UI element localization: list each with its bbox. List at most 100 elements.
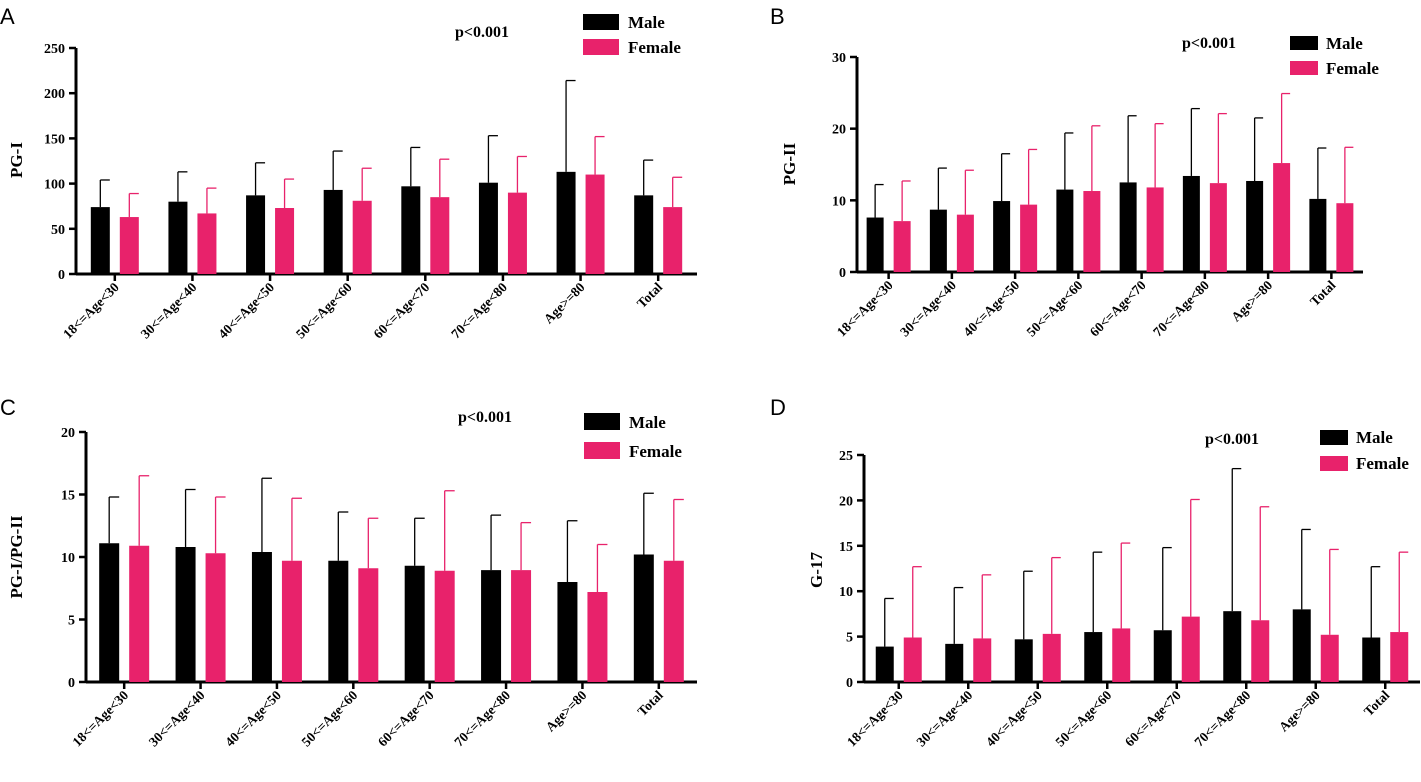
legend-label-male-a: Male: [628, 13, 665, 32]
x-tick-label-c: 50<=Age<60: [299, 687, 361, 749]
y-tick-label-b: 20: [832, 123, 846, 138]
y-tick-label-c: 20: [61, 426, 75, 441]
panel-c: C p<0.001 Male Female PG-I/PG-II 0 5 10 15 2…: [0, 395, 697, 749]
panel-letter-a: A: [0, 4, 15, 29]
x-tick-label-a: 18<=Age<30: [60, 279, 122, 341]
bar-female-b: [1020, 204, 1038, 272]
x-tick-label-d: Total: [1361, 687, 1393, 719]
bar-female-a: [430, 197, 450, 274]
bar-male-a: [556, 171, 576, 274]
bar-male-a: [401, 186, 421, 274]
bar-female-d: [1390, 632, 1409, 682]
bar-male-b: [929, 209, 947, 272]
bar-female-b: [956, 214, 974, 272]
legend-swatch-female-a: [583, 39, 619, 55]
bar-male-c: [404, 565, 425, 682]
legend-a: Male Female: [583, 13, 681, 57]
legend-b: Male Female: [1290, 34, 1379, 78]
x-tick-label-d: 40<=Age<50: [983, 687, 1045, 749]
y-tick-label-b: 30: [832, 51, 846, 66]
x-tick-label-c: 60<=Age<70: [375, 687, 437, 749]
bar-male-a: [168, 201, 188, 274]
x-tick-label-b: 50<=Age<60: [1024, 277, 1086, 339]
bar-female-d: [973, 638, 992, 682]
legend-swatch-male-c: [584, 413, 620, 430]
bar-female-b: [893, 221, 911, 272]
y-axis-label-a: PG-I: [7, 142, 26, 178]
legend-label-male-b: Male: [1326, 34, 1363, 53]
y-tick-label-d: 10: [839, 585, 853, 600]
x-tick-label-a: Total: [634, 279, 666, 311]
bar-female-a: [663, 207, 683, 274]
bar-male-d: [1223, 611, 1242, 682]
x-tick-label-a: 30<=Age<40: [138, 279, 200, 341]
bar-male-b: [993, 201, 1011, 272]
bar-male-a: [323, 189, 343, 274]
legend-label-female-b: Female: [1326, 59, 1379, 78]
legend-swatch-female-d: [1320, 456, 1348, 471]
bar-male-c: [557, 582, 578, 682]
p-value-c: p<0.001: [458, 409, 512, 426]
x-tick-label-c: Age>=80: [543, 687, 590, 734]
y-axis-label-c: PG-I/PG-II: [7, 515, 26, 598]
y-tick-label-c: 5: [68, 614, 75, 629]
x-tick-label-b: 18<=Age<30: [834, 277, 896, 339]
x-tick-label-d: 30<=Age<40: [913, 687, 975, 749]
plot-area-a: 0 50 100 150 200 250 18<=Age<30 30<=Age<40 40<=A…: [44, 42, 697, 341]
x-tick-label-b: 70<=Age<80: [1150, 277, 1212, 339]
bar-male-b: [1182, 175, 1200, 272]
x-tick-label-d: 70<=Age<80: [1191, 687, 1253, 749]
p-value-d: p<0.001: [1205, 431, 1259, 448]
bar-male-a: [634, 195, 654, 274]
y-tick-label-a: 250: [44, 42, 65, 57]
y-tick-label-a: 200: [44, 87, 65, 102]
x-tick-label-b: Age>=80: [1228, 277, 1275, 324]
bar-male-d: [1362, 637, 1381, 682]
x-tick-label-a: 70<=Age<80: [448, 279, 510, 341]
y-axis-label-b: PG-II: [780, 142, 799, 185]
bar-female-d: [1181, 616, 1200, 682]
bar-male-a: [246, 195, 266, 274]
panel-d: D p<0.001 Male Female G-17 0 5 10 15 20 25 18<…: [770, 395, 1420, 749]
y-tick-label-a: 150: [44, 132, 65, 147]
bar-male-a: [90, 207, 110, 274]
y-tick-label-a: 0: [58, 268, 65, 283]
legend-label-female-d: Female: [1356, 454, 1409, 473]
y-tick-label-b: 0: [839, 266, 846, 281]
bar-male-d: [875, 646, 894, 682]
x-tick-label-b: Total: [1307, 277, 1339, 309]
bar-female-b: [1083, 191, 1101, 272]
bar-female-d: [903, 637, 922, 682]
bar-male-d: [1153, 630, 1172, 682]
legend-swatch-male-d: [1320, 430, 1348, 445]
legend-label-female-c: Female: [629, 442, 682, 461]
y-tick-label-d: 20: [839, 494, 853, 509]
bar-male-a: [478, 182, 498, 274]
bar-female-a: [507, 192, 527, 274]
bar-male-d: [1292, 609, 1311, 682]
panel-a: A p<0.001 Male Female PG-I 0 50 100 150 200 2…: [0, 4, 697, 341]
y-tick-label-d: 25: [839, 449, 853, 464]
bar-male-b: [866, 217, 884, 272]
plot-area-d: 0 5 10 15 20 25 18<=Age<30 30<=Age<40 40<=Age<50…: [839, 449, 1420, 749]
y-tick-label-b: 10: [832, 194, 846, 209]
plot-area-c: 0 5 10 15 20 18<=Age<30 30<=Age<40 40<=Age<50 50…: [61, 426, 697, 749]
bar-female-d: [1251, 620, 1270, 682]
y-tick-label-a: 50: [51, 223, 65, 238]
bar-male-b: [1056, 189, 1074, 272]
legend-c: Male Female: [584, 413, 682, 461]
bar-male-d: [1014, 639, 1033, 682]
bar-female-c: [205, 553, 226, 682]
bar-female-b: [1146, 187, 1164, 272]
bar-female-c: [587, 592, 608, 682]
bar-male-c: [481, 570, 502, 682]
legend-label-female-a: Female: [628, 38, 681, 57]
legend-swatch-female-b: [1290, 61, 1318, 75]
bar-male-c: [251, 552, 272, 682]
bar-male-b: [1309, 198, 1327, 272]
x-tick-label-c: 18<=Age<30: [69, 687, 131, 749]
y-tick-label-a: 100: [44, 178, 65, 193]
x-tick-label-c: 30<=Age<40: [146, 687, 208, 749]
legend-d: Male Female: [1320, 428, 1409, 473]
panel-letter-b: B: [770, 4, 785, 29]
